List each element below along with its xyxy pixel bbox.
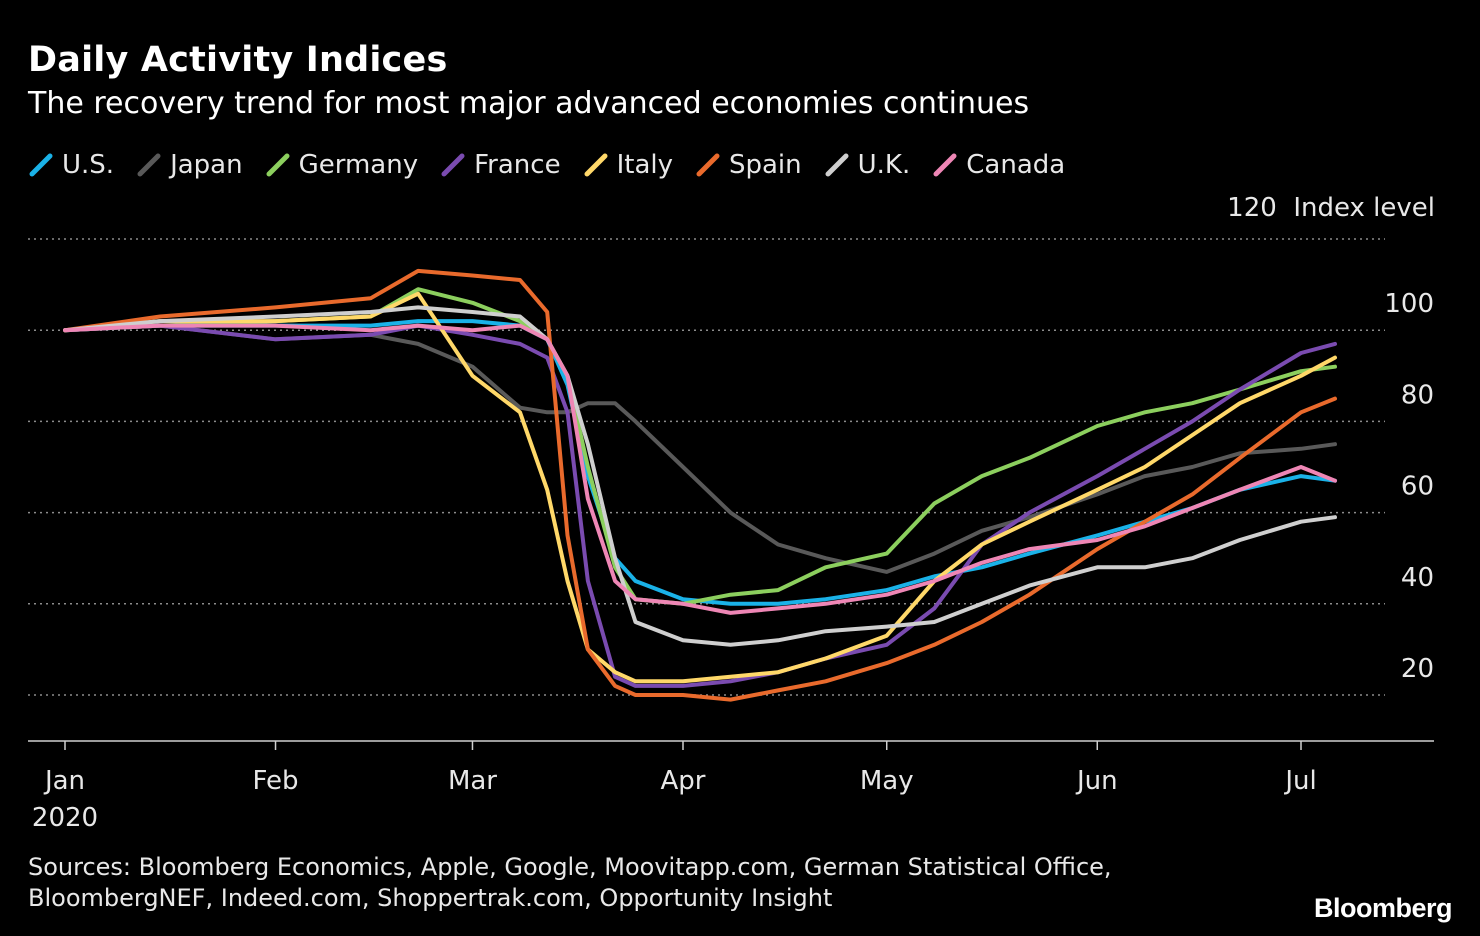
x-tick-label: Jun <box>1075 766 1118 796</box>
legend-label: Japan <box>170 150 243 180</box>
legend-item: Japan <box>136 150 243 180</box>
x-tick-label: Apr <box>661 766 706 796</box>
y-tick-label: 20 <box>1401 654 1434 684</box>
y-axis-label: Index level <box>1293 193 1435 223</box>
y-tick-label: 60 <box>1401 472 1434 502</box>
legend-item: Germany <box>265 150 419 180</box>
legend: U.S. Japan Germany France Italy Spain U.K. Cana… <box>28 150 1087 180</box>
x-tick-sublabel: 2020 <box>32 803 98 833</box>
legend-swatch <box>266 153 290 177</box>
x-tick-label: Jan <box>43 766 85 796</box>
legend-item: France <box>440 150 561 180</box>
legend-item: Spain <box>695 150 802 180</box>
bloomberg-logo: Bloomberg <box>1313 893 1453 923</box>
legend-item: Italy <box>583 150 673 180</box>
series-line-canada <box>63 323 1337 615</box>
y-tick-label: 100 <box>1384 289 1434 319</box>
chart-subtitle: The recovery trend for most major advanc… <box>28 86 1030 121</box>
legend-item: U.K. <box>824 150 911 180</box>
x-tick-label: Jul <box>1283 766 1316 796</box>
legend-label: Italy <box>616 150 673 180</box>
series-line-germany <box>63 287 1337 606</box>
series-line-spain <box>63 268 1337 702</box>
y-axis-top-label: 120 Index level <box>1227 193 1435 223</box>
legend-swatch <box>696 153 720 177</box>
legend-swatch <box>441 153 465 177</box>
x-tick-label: Feb <box>253 766 299 796</box>
y-axis-top-tick: 120 <box>1227 193 1277 223</box>
y-tick-label: 80 <box>1401 380 1434 410</box>
legend-label: Germany <box>298 150 419 180</box>
legend-swatch <box>584 153 608 177</box>
x-tick-label: Mar <box>448 766 497 796</box>
series-line-us <box>63 319 1337 606</box>
legend-swatch <box>29 153 53 177</box>
legend-label: Spain <box>728 150 802 180</box>
legend-item: U.S. <box>28 150 114 180</box>
series-line-japan <box>63 323 1337 574</box>
sources-note: Sources: Bloomberg Economics, Apple, Goo… <box>28 853 1112 912</box>
legend-label: Canada <box>966 150 1066 180</box>
legend-label: U.K. <box>857 150 911 180</box>
legend-item: Canada <box>932 150 1065 180</box>
legend-swatch <box>933 153 957 177</box>
legend-swatch <box>137 153 161 177</box>
chart-title: Daily Activity Indices <box>28 40 448 80</box>
series-line-france <box>63 323 1337 688</box>
x-tick-label: May <box>860 766 914 796</box>
legend-label: U.S. <box>62 150 115 180</box>
y-tick-label: 40 <box>1401 563 1434 593</box>
series-line-italy <box>63 291 1337 684</box>
legend-swatch <box>825 153 849 177</box>
series-line-uk <box>63 305 1337 647</box>
legend-label: France <box>474 150 561 180</box>
